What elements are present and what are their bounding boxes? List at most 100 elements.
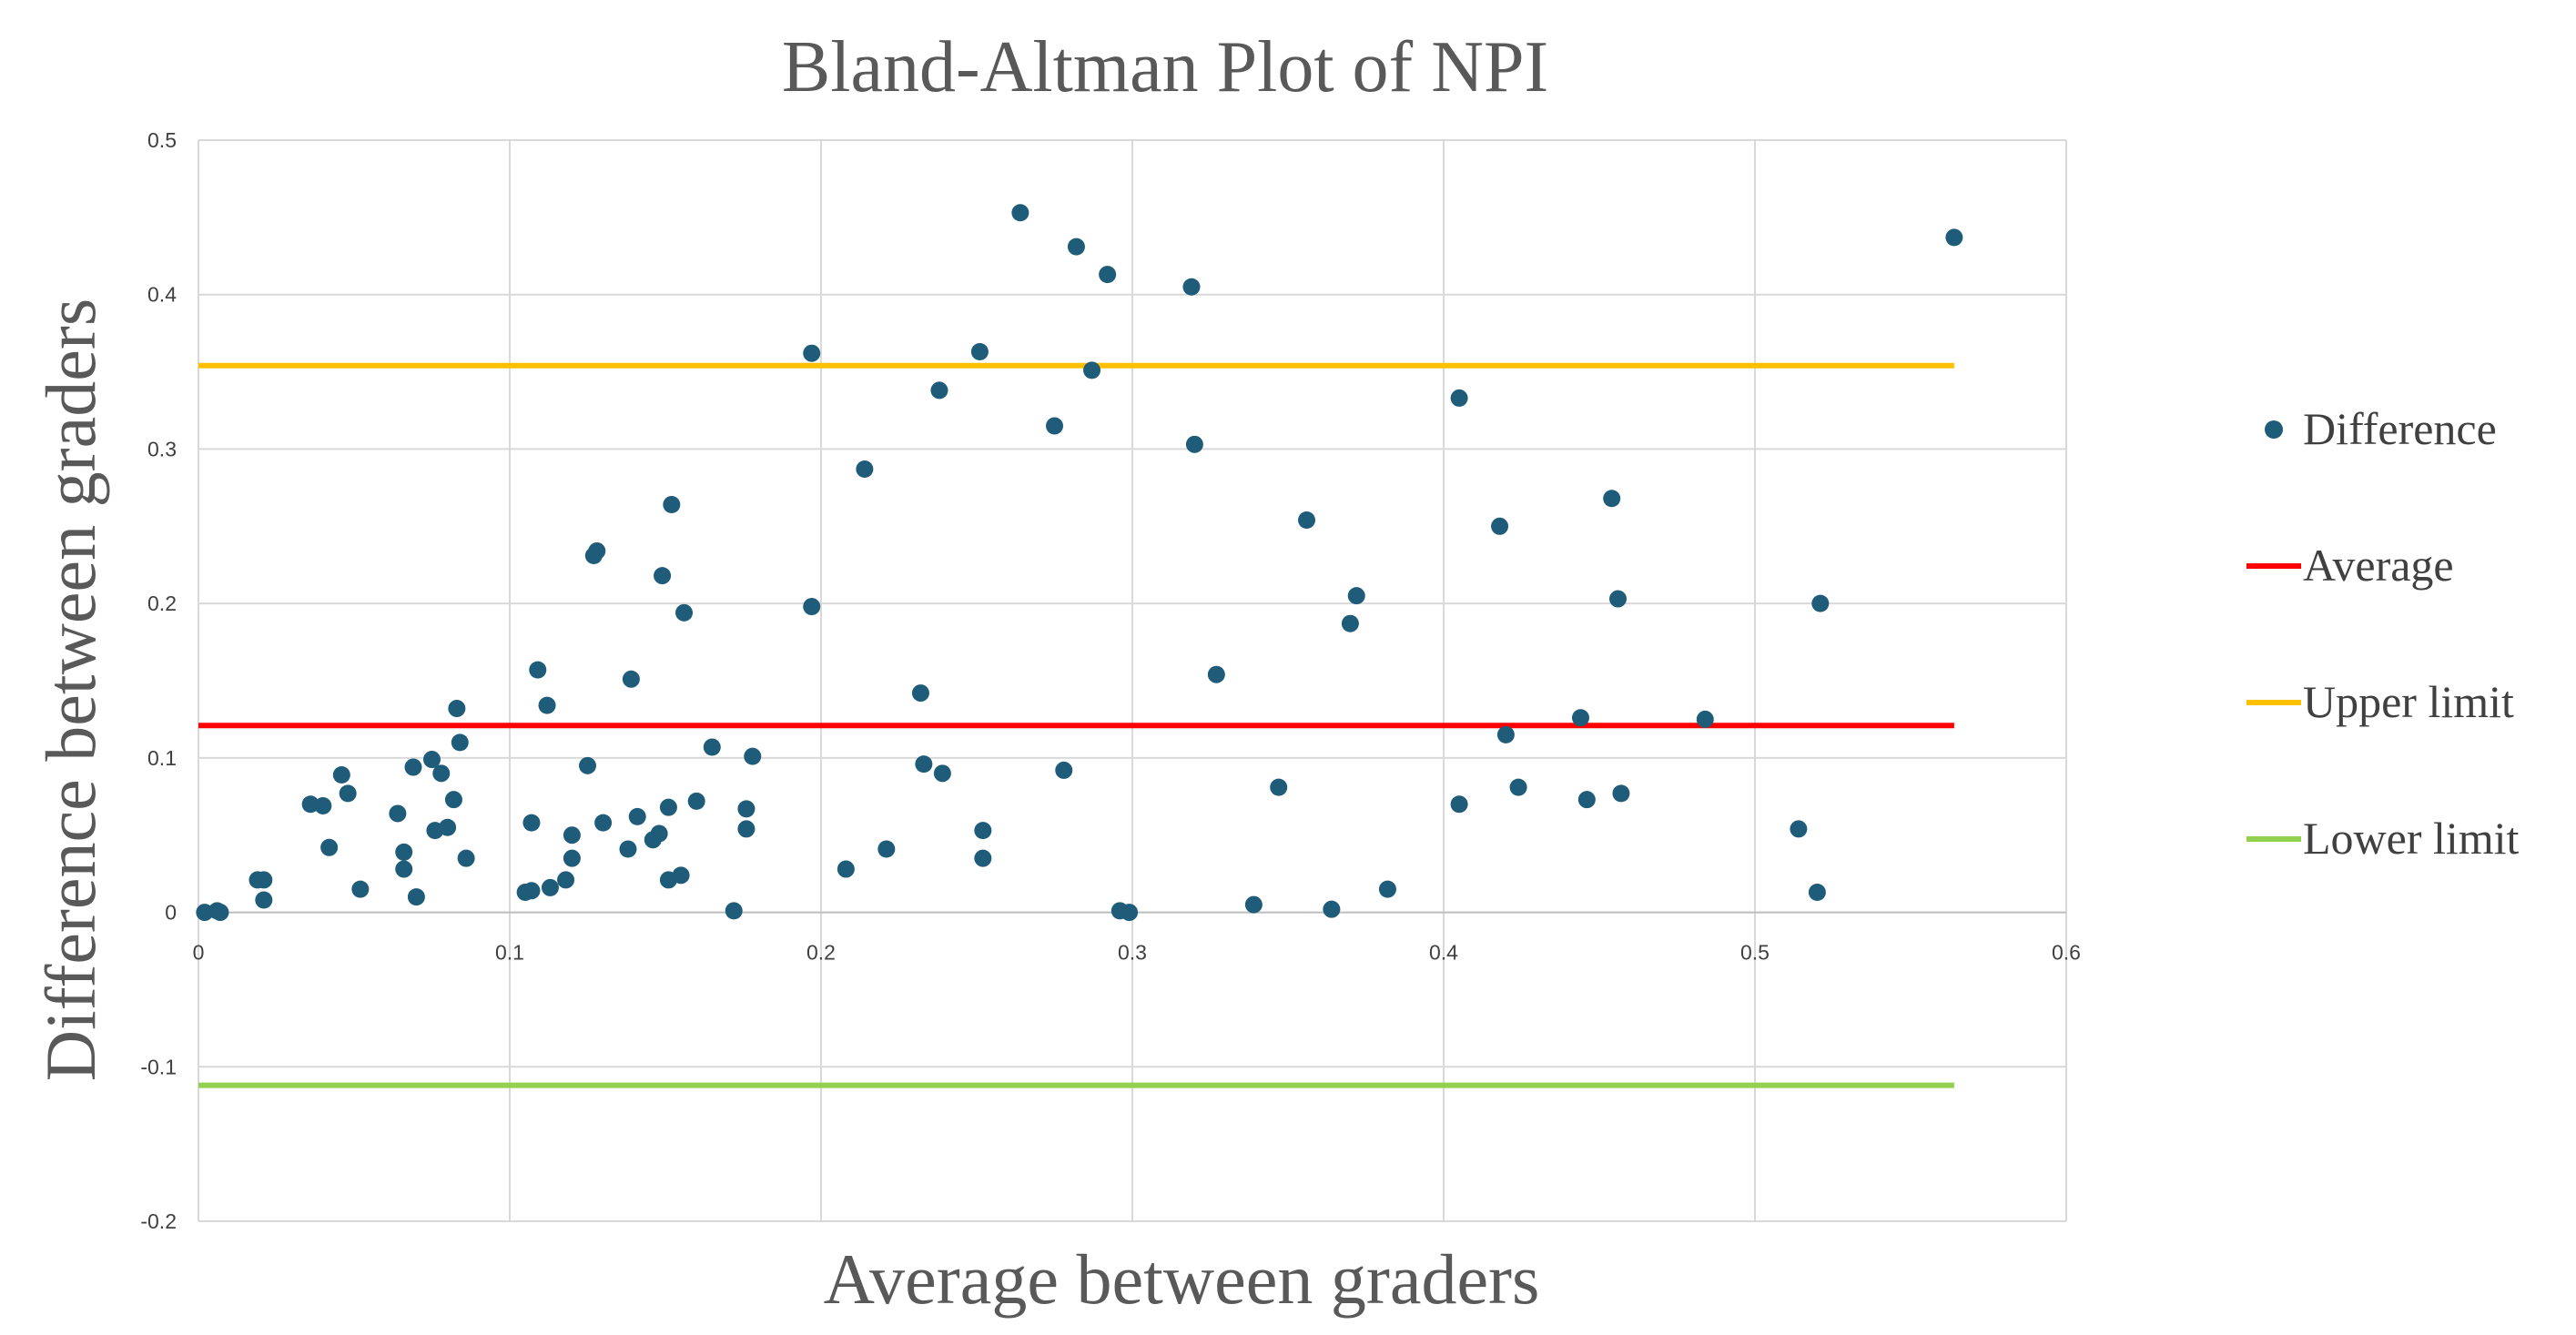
difference-point bbox=[332, 766, 350, 784]
difference-point bbox=[541, 878, 559, 896]
y-tick-label: 0.4 bbox=[147, 283, 177, 307]
difference-point bbox=[654, 567, 672, 585]
y-tick-label: -0.2 bbox=[140, 1209, 177, 1233]
difference-point bbox=[675, 603, 694, 622]
difference-point bbox=[1099, 266, 1117, 284]
difference-point bbox=[339, 784, 357, 803]
difference-point bbox=[1945, 228, 1963, 247]
difference-point bbox=[444, 791, 462, 809]
difference-point bbox=[594, 814, 613, 832]
difference-point bbox=[432, 764, 451, 783]
difference-point bbox=[1347, 587, 1365, 605]
legend-item-difference: Difference bbox=[2265, 403, 2497, 454]
difference-point bbox=[423, 751, 441, 769]
difference-point bbox=[320, 838, 339, 856]
difference-point bbox=[529, 661, 547, 679]
difference-point bbox=[588, 541, 606, 560]
difference-point bbox=[457, 849, 475, 867]
legend-marker-difference bbox=[2265, 420, 2283, 439]
difference-point bbox=[744, 747, 762, 765]
x-tick-label: 0.2 bbox=[806, 941, 836, 965]
difference-point bbox=[672, 866, 690, 885]
difference-point bbox=[1811, 594, 1830, 612]
difference-point bbox=[933, 764, 951, 783]
difference-point bbox=[439, 818, 457, 836]
difference-point bbox=[803, 344, 821, 362]
difference-point bbox=[451, 733, 469, 752]
difference-point bbox=[628, 807, 646, 825]
y-tick-label: 0.5 bbox=[147, 128, 177, 152]
difference-point bbox=[1577, 791, 1596, 809]
data-point-layer bbox=[196, 204, 1963, 922]
legend: Difference Average Upper limit Lower limit bbox=[2246, 403, 2520, 864]
y-tick-label: 0 bbox=[165, 901, 177, 925]
difference-point bbox=[389, 804, 407, 823]
difference-point bbox=[622, 670, 640, 688]
legend-item-lower-limit: Lower limit bbox=[2246, 813, 2520, 864]
difference-point bbox=[1182, 278, 1201, 296]
difference-point bbox=[255, 871, 273, 889]
difference-point bbox=[407, 888, 425, 906]
x-tick-label: 0.3 bbox=[1118, 941, 1147, 965]
difference-point bbox=[1496, 725, 1515, 743]
difference-point bbox=[737, 820, 756, 838]
difference-point bbox=[974, 849, 992, 867]
difference-point bbox=[650, 824, 668, 843]
difference-point bbox=[1244, 895, 1263, 914]
legend-item-average: Average bbox=[2246, 540, 2454, 591]
difference-point bbox=[659, 798, 677, 816]
legend-label-average: Average bbox=[2303, 540, 2454, 591]
tick-label-layer: -0.2 -0.1 0 0.1 0.2 0.3 0.4 0.5 0 0.1 0.2 0.3 0.4 0.5… bbox=[140, 128, 2081, 1233]
difference-point bbox=[255, 891, 273, 909]
y-axis-title: Difference between graders bbox=[31, 298, 110, 1081]
difference-point bbox=[619, 840, 637, 858]
difference-point bbox=[911, 684, 929, 703]
grid-layer bbox=[198, 139, 2067, 1222]
difference-point bbox=[1603, 490, 1621, 508]
difference-point bbox=[563, 849, 581, 867]
legend-label-upper-limit: Upper limit bbox=[2303, 676, 2514, 727]
difference-point bbox=[1341, 614, 1359, 632]
difference-point bbox=[837, 860, 855, 878]
difference-point bbox=[557, 871, 575, 889]
difference-point bbox=[1612, 784, 1630, 803]
difference-point bbox=[538, 696, 556, 714]
difference-point bbox=[1378, 880, 1396, 898]
difference-point bbox=[1011, 204, 1029, 222]
x-tick-label: 0 bbox=[193, 941, 205, 965]
difference-point bbox=[737, 800, 756, 818]
difference-point bbox=[970, 343, 989, 361]
difference-point bbox=[1696, 710, 1714, 728]
x-tick-label: 0.6 bbox=[2052, 941, 2081, 965]
difference-point bbox=[1121, 904, 1139, 922]
legend-label-difference: Difference bbox=[2303, 403, 2497, 454]
difference-point bbox=[448, 700, 466, 718]
reference-line-layer bbox=[198, 362, 1954, 1088]
x-tick-label: 0.1 bbox=[495, 941, 524, 965]
difference-point bbox=[1790, 820, 1808, 838]
difference-point bbox=[1450, 795, 1468, 814]
difference-point bbox=[1298, 511, 1316, 529]
x-axis-title: Average between graders bbox=[824, 1239, 1540, 1319]
difference-point bbox=[930, 381, 948, 399]
difference-point bbox=[1185, 435, 1203, 453]
difference-point bbox=[1609, 590, 1628, 608]
y-tick-label: -0.1 bbox=[140, 1055, 177, 1078]
difference-point bbox=[522, 882, 541, 900]
legend-item-upper-limit: Upper limit bbox=[2246, 676, 2514, 727]
difference-point bbox=[1323, 900, 1341, 918]
difference-point bbox=[1808, 884, 1826, 902]
difference-point bbox=[1055, 761, 1073, 779]
difference-point bbox=[703, 738, 721, 756]
difference-point bbox=[725, 902, 743, 920]
x-tick-label: 0.4 bbox=[1429, 941, 1458, 965]
x-tick-label: 0.5 bbox=[1740, 941, 1770, 965]
difference-point bbox=[395, 843, 413, 861]
difference-point bbox=[404, 758, 422, 776]
chart-title: Bland-Altman Plot of NPI bbox=[782, 27, 1548, 107]
difference-point bbox=[1571, 709, 1589, 727]
difference-point bbox=[522, 814, 541, 832]
